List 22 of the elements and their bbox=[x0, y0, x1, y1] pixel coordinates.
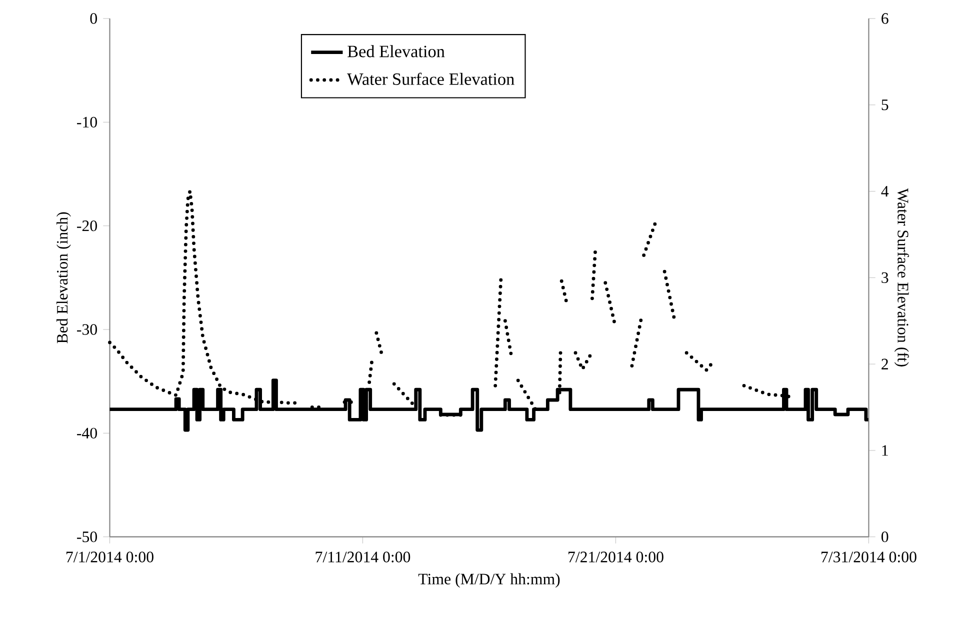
y-tick-label: -20 bbox=[77, 220, 97, 232]
x-tick-label: 7/21/2014 0:00 bbox=[568, 552, 664, 563]
legend-label: Water Surface Elevation bbox=[347, 72, 514, 86]
y2-tick-label: 0 bbox=[882, 532, 888, 542]
y2-tick-label: 3 bbox=[882, 272, 888, 284]
y-tick-label: -10 bbox=[77, 116, 97, 128]
x-tick-label: 7/31/2014 0:00 bbox=[822, 552, 916, 563]
y-tick-label: 0 bbox=[90, 13, 97, 24]
y2-tick-label: 1 bbox=[882, 445, 888, 456]
y2-tick-label: 2 bbox=[882, 358, 888, 370]
y-tick-label: -40 bbox=[77, 428, 97, 439]
x-tick-label: 7/11/2014 0:00 bbox=[316, 552, 410, 563]
y2-tick-label: 6 bbox=[882, 13, 888, 24]
y2-tick-label: 4 bbox=[881, 186, 889, 197]
y-axis-title: Bed Elevation (inch) bbox=[56, 212, 71, 344]
x-axis-title: Time (M/D/Y hh:mm) bbox=[418, 573, 560, 588]
y-tick-label: -30 bbox=[77, 324, 97, 335]
legend-label: Bed Elevation bbox=[348, 45, 445, 58]
y-tick-label: -50 bbox=[77, 532, 97, 542]
x-tick-label: 7/1/2014 0:00 bbox=[66, 552, 154, 563]
y2-tick-label: 5 bbox=[882, 100, 888, 110]
y2-axis-title: Water Surface Elevation (ft) bbox=[894, 188, 909, 367]
